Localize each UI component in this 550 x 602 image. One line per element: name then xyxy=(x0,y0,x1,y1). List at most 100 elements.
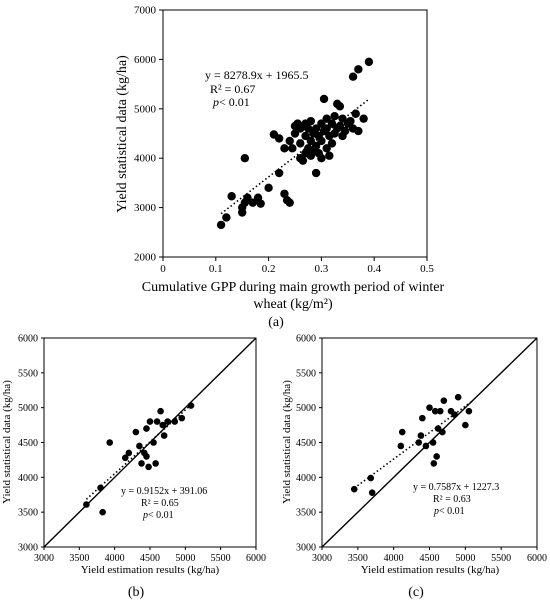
panel-a-points xyxy=(216,57,374,230)
data-point xyxy=(243,193,252,202)
panel-a-x-ticks: 0 0.1 0.2 0.3 0.4 0.5 xyxy=(160,257,434,275)
data-point xyxy=(322,124,331,133)
y-tick-label: 4500 xyxy=(296,438,316,449)
data-point xyxy=(451,411,458,418)
panel-b-p-value: p< 0.01 xyxy=(142,510,174,521)
data-point xyxy=(350,485,358,493)
y-tick-label: 4000 xyxy=(18,473,38,484)
y-tick-label: 5000 xyxy=(18,403,38,414)
data-point xyxy=(160,432,168,439)
data-point xyxy=(327,119,337,128)
data-point xyxy=(367,474,375,482)
x-tick-label: 5000 xyxy=(175,553,195,564)
y-tick-label: 6000 xyxy=(18,334,38,345)
y-tick-label: 3500 xyxy=(18,508,38,519)
x-tick-label: 6000 xyxy=(246,553,266,564)
x-tick-label: 5500 xyxy=(211,553,231,564)
panel-c-equation: y = 0.7587x + 1227.3 xyxy=(413,482,499,493)
x-tick-label: 5500 xyxy=(491,553,511,564)
data-point xyxy=(152,460,159,467)
panel-c-label: (c) xyxy=(408,585,424,600)
data-point xyxy=(187,402,195,409)
data-point xyxy=(264,183,273,193)
panel-b-chart: 3000 3500 4000 4500 5000 5500 6000 3000 3500 400… xyxy=(1,334,266,601)
data-point xyxy=(216,220,226,230)
panel-c-r2: R² = 0.63 xyxy=(433,494,471,505)
panel-a-y-ticks: 2000 3000 4000 5000 6000 7000 xyxy=(134,5,163,264)
data-point xyxy=(335,121,345,131)
data-point xyxy=(431,407,439,415)
panel-a-p-value: p< 0.01 xyxy=(212,95,250,109)
data-point xyxy=(430,460,438,467)
data-point xyxy=(280,189,289,198)
data-point xyxy=(132,428,140,436)
panel-b-p-rest: < 0.01 xyxy=(148,510,174,521)
data-point xyxy=(285,136,294,146)
x-tick-label: 3000 xyxy=(34,553,54,564)
y-tick-label: 4500 xyxy=(18,438,38,449)
data-point xyxy=(354,126,363,136)
data-point xyxy=(222,213,231,222)
panel-b-y-ticks: 3000 3500 4000 4500 5000 5500 6000 xyxy=(18,334,44,554)
data-point xyxy=(153,418,161,425)
data-point xyxy=(465,407,473,415)
panel-b-trendline xyxy=(85,402,193,500)
y-tick-label: 5500 xyxy=(18,368,38,379)
data-point xyxy=(417,432,425,439)
panel-b-x-axis-label: Yield estimation results (kg/ha) xyxy=(81,564,220,576)
data-point xyxy=(304,124,313,133)
data-point xyxy=(178,414,186,422)
data-point xyxy=(346,116,355,126)
panel-b-r2: R² = 0.65 xyxy=(141,498,179,509)
x-tick-label: 0.3 xyxy=(315,263,329,275)
data-point xyxy=(322,114,331,123)
x-tick-label: 3500 xyxy=(348,553,368,564)
y-tick-label: 6000 xyxy=(134,54,157,66)
data-point xyxy=(274,134,284,143)
x-tick-label: 6000 xyxy=(527,553,547,564)
y-tick-label: 4000 xyxy=(134,153,157,165)
data-point xyxy=(256,199,265,208)
data-point xyxy=(240,154,250,163)
data-point xyxy=(306,136,316,146)
data-point xyxy=(422,442,430,450)
x-tick-label: 0 xyxy=(160,263,166,275)
data-point xyxy=(335,102,345,111)
x-tick-label: 3500 xyxy=(69,553,89,564)
panel-a-x-axis-label-line2: wheat (kg/m²) xyxy=(253,297,333,312)
panel-c-p-value: p< 0.01 xyxy=(433,506,465,517)
data-point xyxy=(340,126,350,136)
data-point xyxy=(280,144,289,153)
data-point xyxy=(319,94,329,104)
data-point xyxy=(296,139,305,148)
data-point xyxy=(397,442,405,450)
data-point xyxy=(301,131,310,141)
data-point xyxy=(317,119,326,128)
data-point xyxy=(433,453,440,460)
x-tick-label: 0.4 xyxy=(367,263,381,275)
panel-a-p-rest: < 0.01 xyxy=(219,95,250,109)
panel-a-chart: 2000 3000 4000 5000 6000 7000 0 0.1 0.2 0.3 0.4 0.… xyxy=(115,5,445,331)
panel-a-x-axis-label-line1: Cumulative GPP during main growth period… xyxy=(142,280,445,295)
panel-a-label: (a) xyxy=(268,315,284,330)
panel-a-equation: y = 8278.9x + 1965.5 xyxy=(205,68,309,82)
data-point xyxy=(121,454,129,462)
y-tick-label: 6000 xyxy=(296,334,316,345)
data-point xyxy=(419,414,426,422)
data-point xyxy=(290,129,300,138)
y-tick-label: 7000 xyxy=(134,5,157,17)
data-point xyxy=(351,109,360,118)
y-tick-label: 5000 xyxy=(134,103,157,115)
trendline xyxy=(353,400,473,489)
data-point xyxy=(143,453,150,460)
data-point xyxy=(288,144,297,153)
panel-a-plot-area xyxy=(162,9,428,258)
x-tick-label: 0.1 xyxy=(209,263,223,275)
panel-c-trendline xyxy=(353,400,473,489)
data-point xyxy=(274,168,284,178)
data-point xyxy=(143,425,150,432)
trendline xyxy=(85,402,193,500)
data-point xyxy=(171,418,179,425)
panel-b-equation: y = 0.9152x + 391.06 xyxy=(121,486,207,497)
data-point xyxy=(325,151,334,160)
